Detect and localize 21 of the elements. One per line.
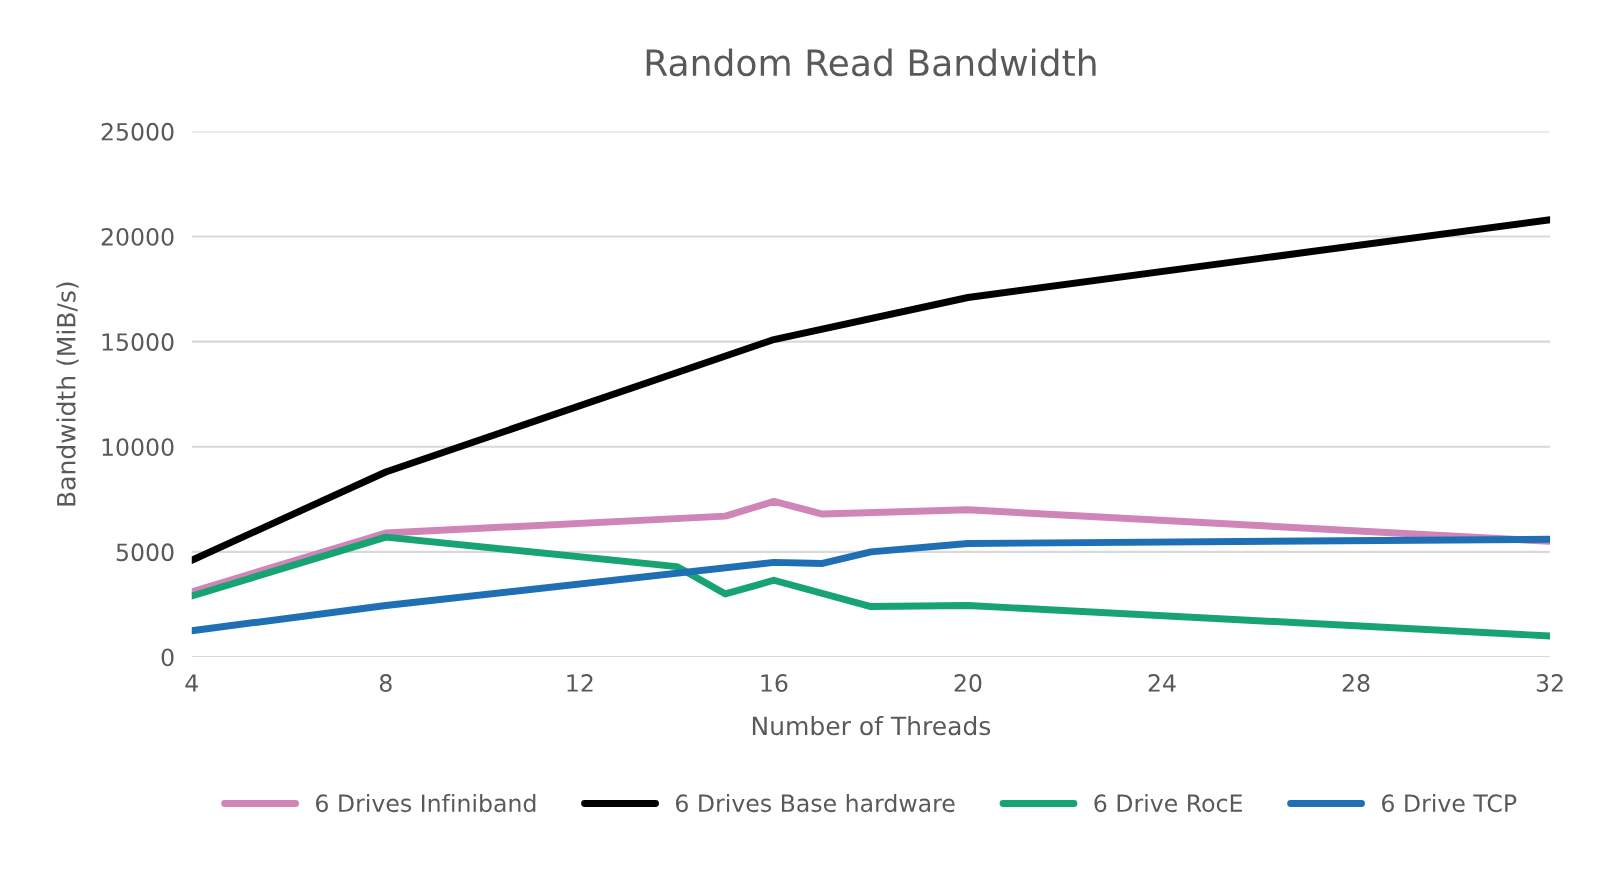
chart-title: Random Read Bandwidth xyxy=(646,48,1096,77)
x-tick-label: 20 xyxy=(954,674,982,692)
legend-label: 6 Drives Base hardware xyxy=(676,793,955,813)
x-tick-label: 16 xyxy=(761,674,788,692)
x-tick-label: 28 xyxy=(1342,674,1370,692)
y-tick-label: 20000 xyxy=(101,227,174,246)
y-tick-label: 25000 xyxy=(101,122,174,141)
y-axis-title: Bandwidth (MiB/s) xyxy=(56,282,79,506)
x-axis-title: Number of Threads xyxy=(752,715,991,736)
legend-label: 6 Drives Infiniband xyxy=(316,793,536,813)
y-tick-label: 0 xyxy=(161,648,174,667)
y-tick-label: 5000 xyxy=(116,543,174,562)
x-tick-label: 32 xyxy=(1536,674,1563,692)
x-tick-label: 24 xyxy=(1148,674,1176,692)
x-tick-label: 12 xyxy=(567,674,593,692)
y-tick-label: 15000 xyxy=(102,333,174,351)
x-tick-label: 8 xyxy=(379,674,392,692)
y-tick-label: 10000 xyxy=(102,438,174,457)
x-tick-label: 4 xyxy=(185,674,198,692)
legend-label: 6 Drive TCP xyxy=(1382,793,1517,813)
legend-label: 6 Drive RocE xyxy=(1094,793,1242,813)
